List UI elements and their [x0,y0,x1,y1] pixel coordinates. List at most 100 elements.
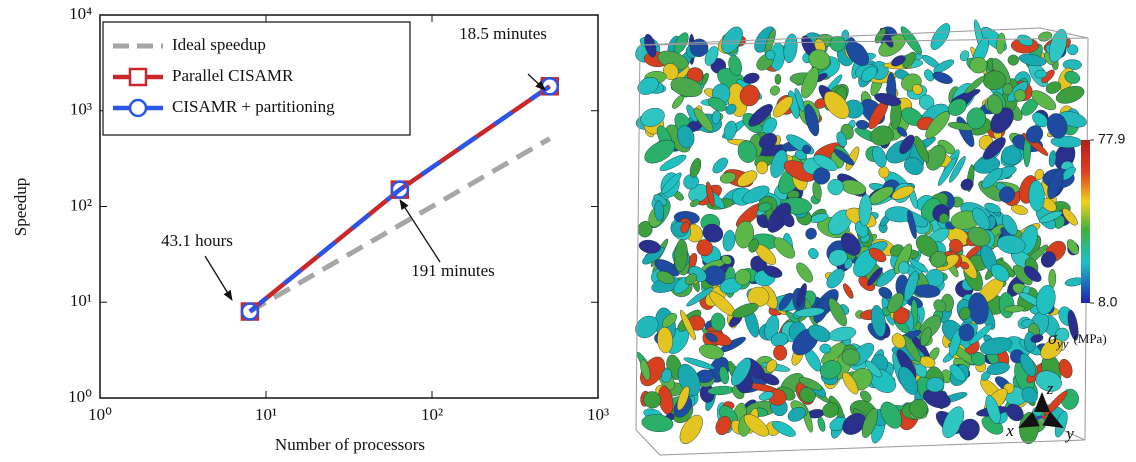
cube-edge [635,44,641,431]
inclusion [896,126,908,137]
inclusion [1046,113,1068,139]
inclusion [808,248,819,260]
inclusion [1066,239,1079,255]
inclusion [902,51,917,69]
inclusion [721,26,743,54]
inclusion [959,261,970,270]
inclusion [766,359,778,373]
inclusion [699,344,724,360]
inclusion [872,145,887,168]
inclusion [891,55,906,67]
unit: (MPa) [1073,331,1106,346]
inclusion [842,371,859,395]
inclusion [1025,125,1044,144]
inclusion [794,307,825,318]
inclusion [909,259,928,273]
axis-triad-label: z [1046,379,1054,398]
inclusion [971,351,986,366]
cube-edge [639,37,1089,46]
inclusion [722,230,736,252]
inclusion [813,167,831,185]
inclusion [704,46,719,66]
axis-triad [1041,411,1064,429]
inclusion [966,107,987,130]
inclusion [1028,180,1045,212]
inclusion [715,416,732,436]
inclusion [874,93,902,106]
x-tick-label: 10² [421,405,443,424]
inclusion [728,55,742,76]
inclusion [1045,81,1062,94]
inclusion [677,363,701,396]
inclusion [640,359,651,381]
inclusion [859,390,872,403]
inclusion [742,185,770,204]
inclusion [960,178,974,191]
inclusion [828,298,847,327]
cube-edge [1039,27,1089,39]
x-axis-label: Number of processors [275,435,425,454]
inclusion [680,221,690,234]
inclusion [796,283,807,308]
inclusion [732,303,759,318]
inclusion [783,33,798,64]
inclusion [710,312,726,332]
inclusion [823,91,850,119]
legend-label: CISAMR + partitioning [172,97,335,116]
y-axis-label: Speedup [11,178,30,237]
inclusion [937,157,957,186]
inclusion [758,391,774,401]
inclusion [657,326,673,354]
inclusion [641,414,674,433]
inclusion [1034,168,1045,181]
inclusion [743,72,760,84]
inclusion [891,333,906,349]
colorbar-label: σyy (MPa) [1048,328,1107,351]
inclusion [949,156,966,183]
inclusion [958,418,980,441]
inclusion [712,157,728,174]
inclusion [748,238,759,253]
inclusion [959,307,971,320]
inclusion [693,107,714,132]
inclusion [999,186,1016,203]
inclusion [907,210,917,240]
inclusion [813,154,838,171]
inclusion [878,286,893,299]
inclusion [933,299,947,313]
annotation-arrow [399,199,441,263]
x-tick-label: 10⁰ [88,405,112,424]
inclusion [949,238,963,253]
inclusion [990,263,1010,282]
inclusion [656,270,675,285]
inclusion [1002,83,1014,96]
inclusion [822,402,839,418]
inclusion [1013,89,1027,102]
inclusion [643,391,662,409]
axis-triad [1018,411,1043,429]
inclusion [638,239,661,254]
inclusion [706,181,715,208]
inclusion [865,360,882,378]
inclusion [898,366,918,395]
y-tick-label: 10¹ [70,291,92,310]
inclusion [1058,358,1073,379]
inclusion [828,249,848,267]
inclusion [702,223,724,243]
legend-marker [128,67,148,87]
series-line [248,84,552,314]
inclusion [778,292,793,311]
inclusion [891,185,915,200]
inclusion [983,70,1007,91]
inclusion [670,77,703,98]
inclusion [683,357,715,370]
inclusion [912,84,923,95]
inclusion [798,377,823,391]
inclusion [958,323,975,342]
inclusion [869,247,887,263]
inclusion [654,200,664,222]
cube-edge [659,439,1086,456]
annotation: 18.5 minutes [459,24,547,43]
inclusion [884,206,913,223]
